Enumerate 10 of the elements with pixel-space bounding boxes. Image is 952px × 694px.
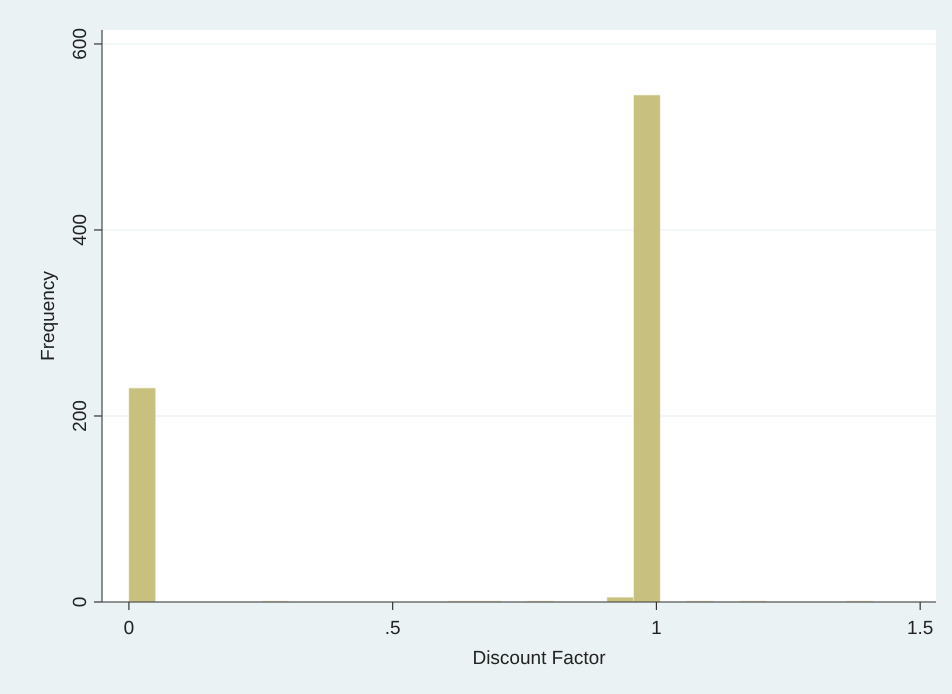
- x-tick-label: 1: [651, 618, 662, 639]
- x-tick-label: .5: [384, 618, 401, 639]
- y-tick-label: 0: [70, 596, 91, 608]
- x-tick-label: 0: [124, 618, 134, 639]
- y-tick-label: 600: [70, 28, 91, 60]
- x-axis-title: Discount Factor: [472, 648, 606, 669]
- y-tick-label: 400: [70, 214, 91, 246]
- x-tick-label: 1.5: [906, 618, 934, 639]
- y-axis-title: Frequency: [38, 270, 59, 361]
- y-tick-label: 200: [70, 400, 91, 432]
